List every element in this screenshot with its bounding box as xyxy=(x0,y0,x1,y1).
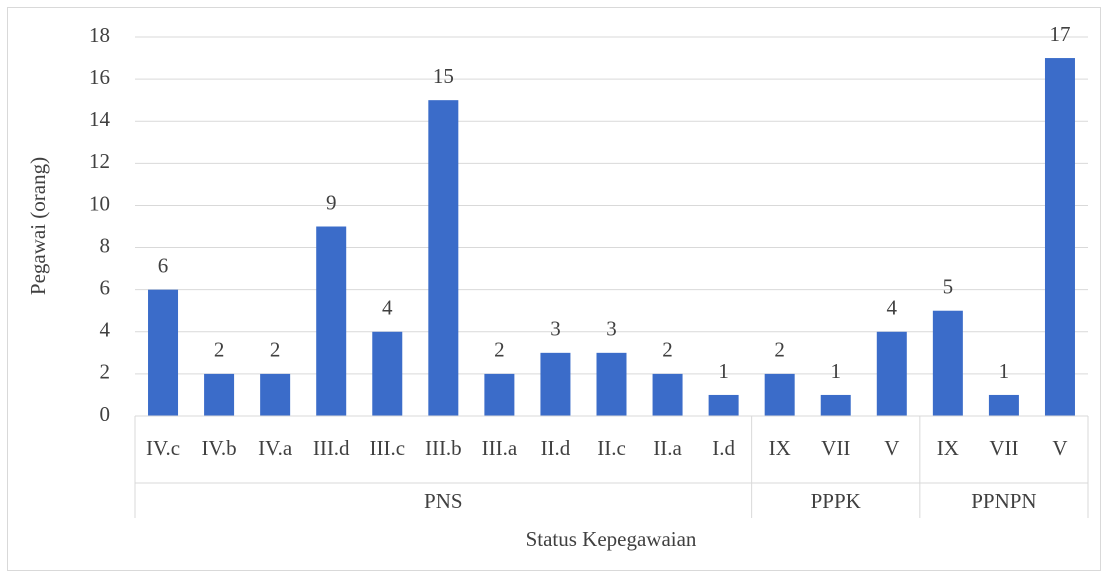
x-tick-label: I.d xyxy=(712,436,735,460)
y-tick-label: 4 xyxy=(100,318,111,342)
y-tick-label: 8 xyxy=(100,233,111,257)
bar xyxy=(484,373,515,416)
x-tick-label: III.d xyxy=(313,436,350,460)
y-axis-title: Pegawai (orang) xyxy=(26,157,50,295)
value-label: 5 xyxy=(943,275,954,299)
value-label: 15 xyxy=(433,64,454,88)
value-label: 2 xyxy=(270,338,281,362)
value-label: 4 xyxy=(887,296,898,320)
bar xyxy=(820,394,851,416)
x-tick-label: II.d xyxy=(541,436,571,460)
bar xyxy=(1044,58,1075,417)
bar xyxy=(876,331,907,416)
x-tick-label: III.c xyxy=(369,436,405,460)
value-label: 2 xyxy=(494,338,505,362)
x-tick-label: III.b xyxy=(425,436,462,460)
value-label: 3 xyxy=(606,317,617,341)
bar xyxy=(596,352,627,416)
x-tick-label: IV.a xyxy=(258,436,293,460)
bar xyxy=(148,289,179,416)
x-tick-label: III.a xyxy=(482,436,518,460)
bar xyxy=(428,100,459,417)
y-tick-label: 10 xyxy=(89,191,110,215)
x-tick-label: VII xyxy=(989,436,1018,460)
value-label: 2 xyxy=(774,338,785,362)
bar xyxy=(708,394,739,416)
x-tick-label: VII xyxy=(821,436,850,460)
bar xyxy=(204,373,235,416)
bar xyxy=(260,373,291,416)
bar xyxy=(932,310,963,416)
group-label: PPNPN xyxy=(971,489,1036,513)
value-label: 4 xyxy=(382,296,393,320)
y-tick-label: 6 xyxy=(100,275,111,299)
x-tick-label: V xyxy=(1052,436,1067,460)
value-label: 9 xyxy=(326,190,337,214)
x-tick-label: IV.c xyxy=(146,436,180,460)
x-tick-label: V xyxy=(884,436,899,460)
y-tick-label: 18 xyxy=(89,23,110,47)
group-label: PPPK xyxy=(811,489,861,513)
x-tick-label: IV.b xyxy=(201,436,236,460)
value-label: 2 xyxy=(214,338,225,362)
x-axis-title: Status Kepegawaian xyxy=(526,527,697,551)
value-label: 17 xyxy=(1049,22,1070,46)
y-tick-label: 16 xyxy=(89,65,110,89)
x-tick-label: IX xyxy=(769,436,791,460)
value-label: 1 xyxy=(999,359,1010,383)
x-tick-label: II.a xyxy=(653,436,682,460)
bar xyxy=(764,373,795,416)
value-label: 1 xyxy=(718,359,729,383)
value-label: 6 xyxy=(158,253,169,277)
bar xyxy=(652,373,683,416)
x-tick-label: IX xyxy=(937,436,959,460)
y-tick-label: 2 xyxy=(100,360,111,384)
bar xyxy=(540,352,571,416)
value-label: 1 xyxy=(830,359,841,383)
bar xyxy=(988,394,1019,416)
bar xyxy=(316,226,347,416)
y-tick-label: 0 xyxy=(100,402,111,426)
chart-border xyxy=(7,7,1101,571)
y-tick-label: 14 xyxy=(89,107,111,131)
value-label: 2 xyxy=(662,338,673,362)
group-label: PNS xyxy=(424,489,463,513)
y-tick-label: 12 xyxy=(89,149,110,173)
bar xyxy=(372,331,403,416)
x-tick-label: II.c xyxy=(597,436,626,460)
value-label: 3 xyxy=(550,317,561,341)
